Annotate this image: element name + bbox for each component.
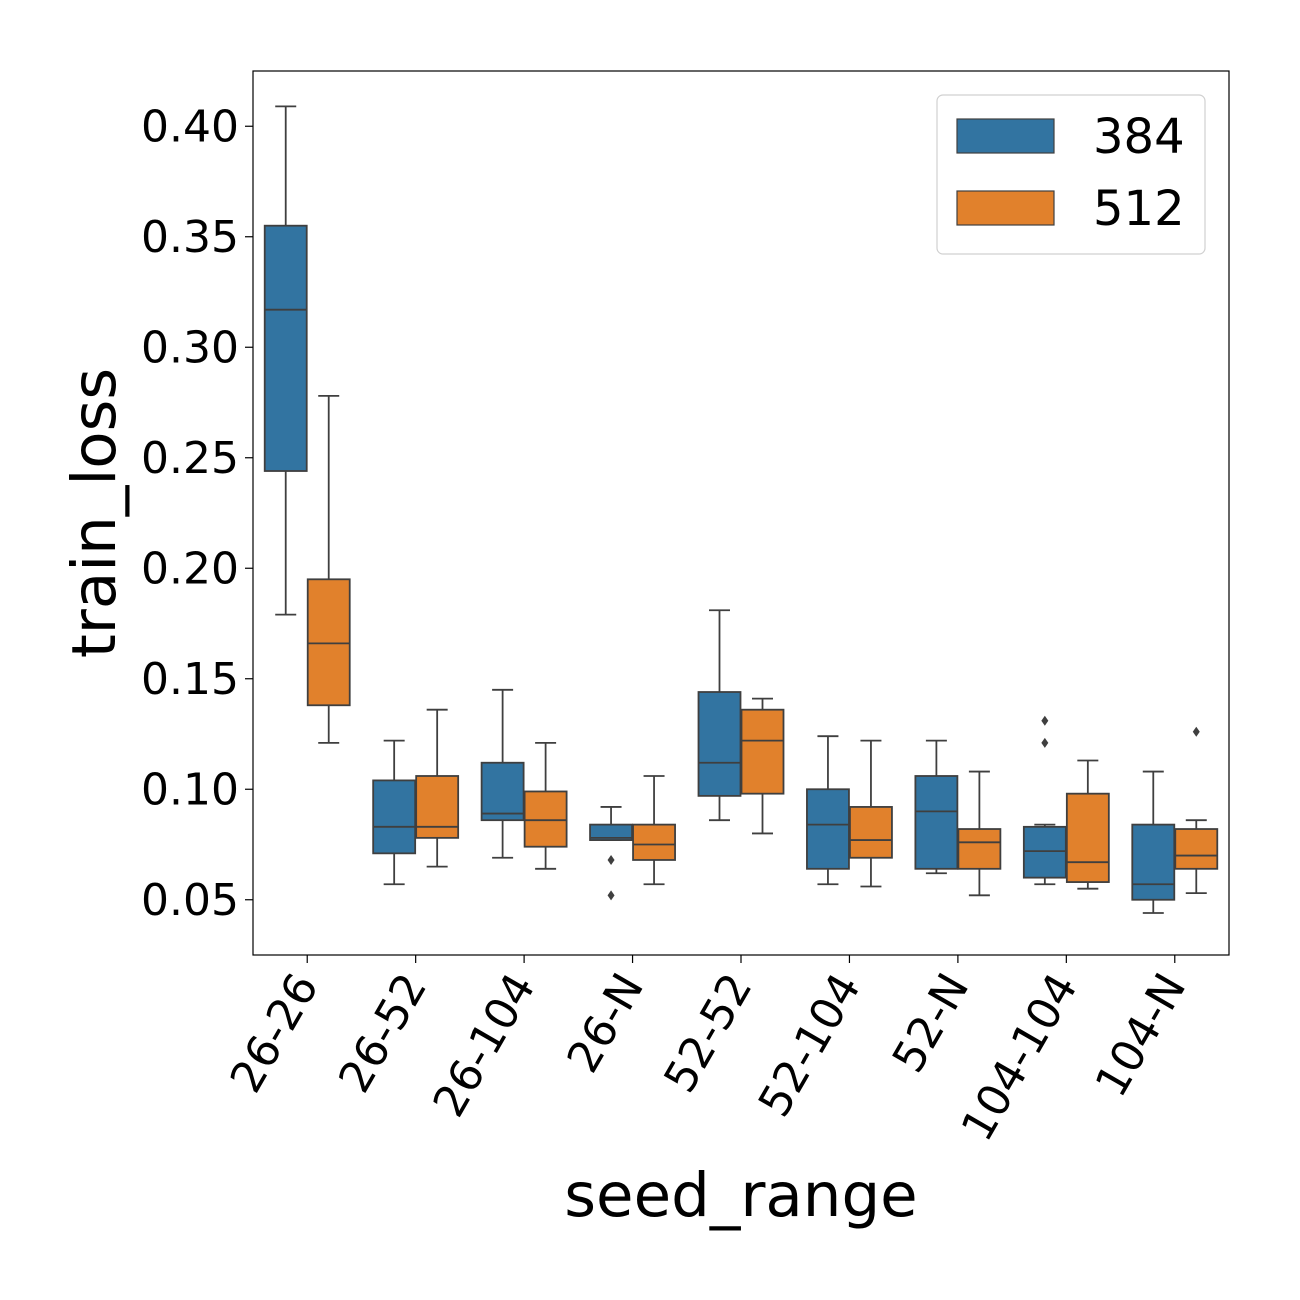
box-iqr bbox=[1065, 792, 1110, 883]
box-384-104-N bbox=[1131, 770, 1176, 914]
box-512-26-104 bbox=[523, 741, 568, 870]
y-axis: 0.05 0.10 0.15 0.20 0.25 0.30 0.35 0.40 bbox=[141, 101, 253, 926]
box-384-26-52 bbox=[372, 739, 417, 886]
x-tick-label: 26-N bbox=[558, 965, 655, 1081]
outlier-point bbox=[1041, 715, 1049, 726]
box-iqr bbox=[849, 806, 893, 859]
box-iqr bbox=[480, 761, 525, 822]
box-iqr bbox=[306, 578, 351, 707]
y-tick-label: 0.05 bbox=[141, 875, 239, 926]
y-tick-label: 0.25 bbox=[141, 433, 239, 484]
y-tick-label: 0.10 bbox=[141, 764, 239, 815]
box-384-52-104 bbox=[806, 735, 850, 886]
box-512-52-104 bbox=[849, 739, 893, 888]
x-axis-label: seed_range bbox=[564, 1160, 917, 1231]
box-iqr bbox=[914, 775, 959, 870]
x-tick-label: 26-52 bbox=[329, 965, 437, 1101]
box-iqr bbox=[806, 788, 850, 870]
x-tick-label: 52-104 bbox=[749, 965, 871, 1125]
outlier-point bbox=[607, 890, 615, 901]
box-512-104-104 bbox=[1065, 759, 1110, 890]
legend-swatch-384 bbox=[956, 118, 1055, 154]
box-512-52-N bbox=[957, 770, 1002, 897]
box-384-104-104 bbox=[1022, 715, 1067, 886]
outlier-point bbox=[1041, 737, 1049, 748]
y-tick-label: 0.35 bbox=[141, 212, 239, 263]
box-512-52-52 bbox=[740, 697, 785, 835]
box-iqr bbox=[697, 691, 742, 797]
box-iqr bbox=[415, 775, 460, 839]
box-384-26-N bbox=[589, 806, 633, 901]
box-384-26-26 bbox=[263, 105, 308, 616]
box-512-104-N bbox=[1174, 726, 1219, 895]
y-tick-label: 0.20 bbox=[141, 543, 239, 594]
box-iqr bbox=[589, 823, 633, 841]
box-iqr bbox=[1022, 825, 1067, 879]
legend-swatch-512 bbox=[956, 190, 1055, 226]
box-iqr bbox=[263, 224, 308, 472]
x-tick-label: 52-N bbox=[883, 965, 980, 1081]
y-tick-label: 0.40 bbox=[141, 101, 239, 152]
x-tick-label: 52-52 bbox=[654, 965, 762, 1101]
box-iqr bbox=[740, 708, 785, 795]
x-tick-label: 26-104 bbox=[424, 965, 546, 1125]
outlier-point bbox=[607, 854, 615, 865]
box-384-52-52 bbox=[697, 609, 742, 822]
outlier-point bbox=[1192, 726, 1200, 737]
box-384-52-N bbox=[914, 739, 959, 875]
plot-frame bbox=[252, 70, 1230, 956]
box-384-26-104 bbox=[480, 688, 525, 859]
box-iqr bbox=[957, 828, 1002, 870]
y-tick-label: 0.15 bbox=[141, 654, 239, 705]
box-iqr bbox=[1131, 823, 1176, 901]
box-iqr bbox=[372, 779, 417, 855]
legend-label-512: 512 bbox=[1093, 181, 1185, 237]
y-tick-label: 0.30 bbox=[141, 322, 239, 373]
box-iqr bbox=[523, 790, 568, 848]
x-tick-label: 104-N bbox=[1086, 965, 1197, 1105]
box-groups bbox=[263, 105, 1219, 914]
y-axis-label: train_loss bbox=[59, 368, 130, 658]
x-tick-label: 26-26 bbox=[221, 965, 329, 1101]
box-512-26-52 bbox=[415, 708, 460, 868]
box-512-26-N bbox=[632, 775, 676, 886]
box-512-26-26 bbox=[306, 394, 351, 744]
box-iqr bbox=[1174, 828, 1219, 870]
legend-label-384: 384 bbox=[1093, 109, 1185, 165]
box-iqr bbox=[632, 823, 676, 861]
